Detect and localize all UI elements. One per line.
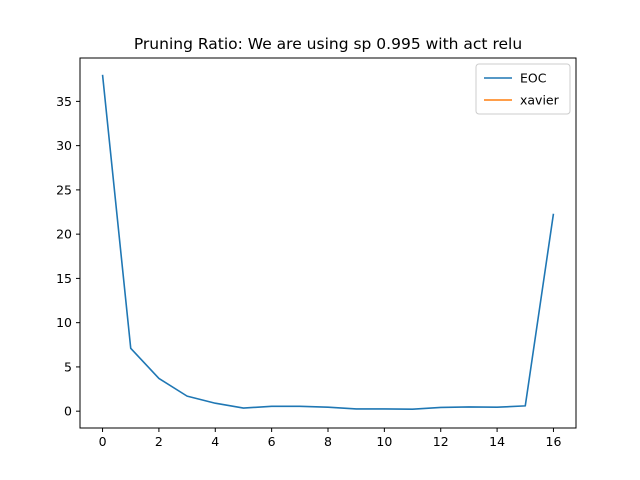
x-tick-label: 4 [211, 434, 219, 449]
legend-box [475, 63, 571, 115]
x-tick-label: 8 [324, 434, 332, 449]
y-tick-label: 15 [56, 271, 72, 286]
x-axis: 0 2 4 6 8 10 12 14 16 [99, 428, 562, 449]
y-tick-label: 25 [56, 182, 72, 197]
x-tick-label: 16 [546, 434, 562, 449]
chart-title: Pruning Ratio: We are using sp 0.995 wit… [134, 35, 522, 53]
y-tick-label: 35 [56, 94, 72, 109]
x-tick-label: 12 [433, 434, 449, 449]
y-tick-label: 10 [56, 315, 72, 330]
y-tick-label: 5 [64, 359, 72, 374]
legend: EOC xavier [475, 63, 571, 115]
x-tick-label: 0 [99, 434, 107, 449]
series-layer [101, 74, 555, 411]
x-tick-label: 14 [489, 434, 505, 449]
x-tick-label: 2 [155, 434, 163, 449]
x-tick-label: 6 [268, 434, 276, 449]
y-tick-label: 20 [56, 227, 72, 242]
x-tick-label: 10 [376, 434, 392, 449]
legend-label-eoc: EOC [520, 71, 547, 86]
y-tick-label: 0 [64, 404, 72, 419]
y-tick-label: 30 [56, 138, 72, 153]
y-axis: 0 5 10 15 20 25 30 35 [56, 94, 80, 419]
legend-label-xavier: xavier [520, 93, 560, 108]
